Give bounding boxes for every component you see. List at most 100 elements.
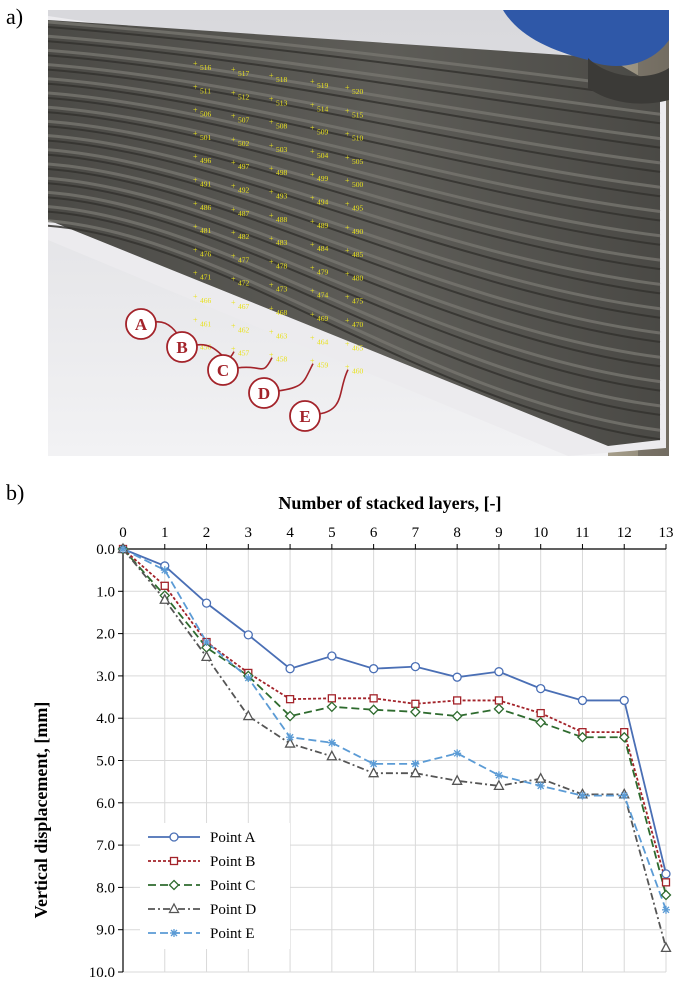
y-tick-label: 1.0 (96, 584, 115, 600)
marker-cross: + (193, 59, 198, 68)
callout-leader (236, 357, 273, 370)
data-point (326, 701, 338, 713)
marker-stroke (244, 674, 252, 682)
marker-label: 497 (238, 162, 250, 171)
marker-cross: + (310, 170, 315, 179)
data-point (619, 695, 629, 706)
marker-label: 504 (317, 151, 329, 160)
data-point (369, 759, 378, 768)
marker-cross: + (310, 357, 315, 366)
data-point (159, 593, 171, 604)
data-point (453, 749, 462, 758)
x-tick-label: 1 (161, 525, 169, 541)
layer-ridge-highlight (48, 162, 661, 335)
marker-label: 469 (317, 314, 329, 323)
data-point (368, 664, 379, 674)
marker-label: 490 (352, 227, 364, 236)
marker-cross: + (231, 182, 236, 191)
x-tick-label: 10 (533, 525, 548, 541)
data-point (327, 651, 337, 661)
marker-stroke (620, 792, 628, 800)
callout-circle (207, 354, 239, 386)
x-tick-label: 13 (659, 525, 674, 541)
marker-cross: + (193, 245, 198, 254)
marker-cross: + (345, 269, 350, 278)
marker-stroke (579, 792, 586, 800)
data-point (577, 731, 588, 743)
marker-cross: + (231, 275, 236, 284)
marker-cross: + (193, 152, 198, 161)
y-tick-label: 0.0 (96, 542, 115, 558)
marker-stroke (161, 566, 169, 574)
marker-cross: + (269, 351, 274, 360)
data-point (451, 710, 463, 722)
layer-ridge-groove (48, 153, 661, 319)
marker-cross: + (231, 298, 236, 307)
marker-label: 471 (200, 273, 212, 282)
marker-cross: + (193, 269, 198, 278)
data-point (577, 695, 588, 706)
callout-label: D (258, 384, 270, 403)
layer-ridge-highlight (48, 77, 661, 189)
data-point (327, 738, 336, 747)
y-tick-label: 8.0 (96, 880, 115, 896)
layer-ridge-highlight (48, 34, 661, 116)
marker-label: 494 (317, 198, 329, 207)
marker-cross: + (310, 124, 315, 133)
marker-label: 472 (238, 279, 250, 288)
layer-ridge-groove (48, 139, 661, 295)
marker-cross: + (231, 158, 236, 167)
marker-cross: + (269, 304, 274, 313)
marker-cross: + (231, 88, 236, 97)
x-tick-label: 8 (453, 525, 461, 541)
marker-stroke (203, 638, 210, 646)
marker-stroke (328, 739, 336, 747)
layer-ridge-groove (48, 182, 661, 368)
marker-label: 519 (317, 81, 329, 90)
data-point (368, 704, 380, 716)
marker-label: 489 (317, 221, 329, 230)
marker-cross: + (231, 321, 236, 330)
axes: 0 1 2 3 4 5 6 7 8 9 10 11 12 130.01.02.03.04.05.06.07… (89, 525, 674, 981)
data-point (660, 941, 672, 953)
legend-label: Point A (210, 830, 256, 846)
marker-label: 493 (276, 192, 288, 201)
marker-label: 460 (352, 367, 364, 376)
legend: Point A Point B Point C Point D Point E (140, 823, 290, 949)
marker-label: 462 (238, 325, 250, 334)
marker-label: 464 (317, 337, 329, 346)
point-callouts: A B C D E (125, 308, 349, 432)
legend-marker (168, 879, 180, 891)
marker-label: 481 (200, 226, 212, 235)
x-tick-label: 3 (245, 525, 253, 541)
marker-cross: + (269, 257, 274, 266)
panel-label-b: b) (6, 480, 25, 505)
layer-ridge-highlight (48, 134, 661, 286)
data-point (201, 598, 212, 608)
marker-cross: + (269, 327, 274, 336)
y-tick-label: 3.0 (96, 669, 115, 685)
data-point (409, 706, 421, 718)
data-point (327, 694, 336, 703)
marker-label: 517 (238, 69, 250, 78)
marker-label: 500 (352, 180, 364, 189)
callout-leader (195, 344, 235, 360)
layer-ridge-highlight (48, 148, 661, 311)
marker-cross: + (310, 333, 315, 342)
marker-label: 476 (200, 249, 212, 258)
marker-label: 513 (276, 98, 288, 107)
marker-label: 503 (276, 145, 288, 154)
layer-ridge-groove (48, 224, 661, 441)
marker-stroke (370, 760, 378, 768)
data-point (494, 771, 503, 780)
marker-cross: + (193, 129, 198, 138)
chart-svg: Number of stacked layers, [-] Vertical d… (31, 493, 674, 981)
data-point (452, 672, 462, 682)
layer-ridge-highlight (48, 205, 661, 408)
data-point (160, 566, 169, 575)
marker-label: 516 (200, 63, 212, 72)
displacement-chart: Number of stacked layers, [-] Vertical d… (0, 470, 681, 986)
marker-label: 507 (238, 116, 250, 125)
layer-ridge-highlight (48, 91, 661, 213)
callout-leader (277, 363, 314, 392)
